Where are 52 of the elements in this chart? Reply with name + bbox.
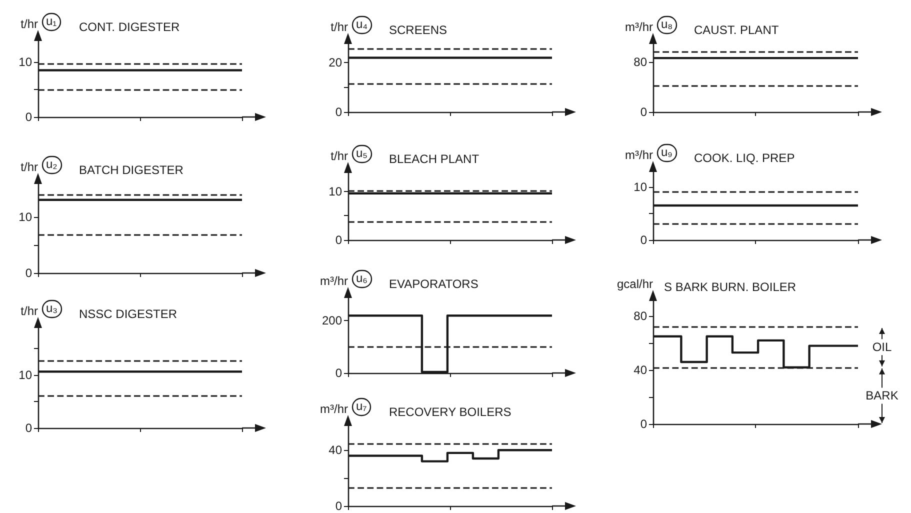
y-tick-label: 0 [640,105,648,119]
chart-title: EVAPORATORS [389,277,478,291]
chart-subtitle: u₇ [356,399,367,413]
text: BARK [866,388,898,403]
y-tick-label: 10 [634,180,648,194]
y-tick-label: 40 [634,363,648,378]
y-tick-label: 0 [25,421,32,435]
y-tick-label: 0 [640,233,648,247]
chart-subtitle: u₄ [356,17,368,31]
y-tick-label: 20 [328,56,342,70]
chart-subtitle: u₃ [46,301,58,315]
y-tick-label: 80 [634,54,648,69]
chart-subtitle: u₂ [46,157,58,171]
chart-subtitle: u₅ [356,146,368,160]
y-tick-label: 80 [634,309,648,324]
y-axis-title: t/hr [330,20,348,34]
chart-title: CONT. DIGESTER [79,20,180,34]
y-axis-title: m³/hr [625,148,653,162]
y-tick-label: 10 [18,210,32,224]
y-tick-label: 10 [18,55,32,69]
y-tick-label: 0 [335,105,342,119]
chart-subtitle: u₁ [46,14,57,28]
y-tick-label: 0 [335,233,342,247]
chart-subtitle: u₉ [661,145,673,159]
chart-title: SCREENS [389,23,448,37]
y-axis-title: gcal/hr [616,277,653,291]
y-tick-label: 10 [18,368,32,382]
y-axis-title: m³/hr [320,274,348,288]
y-axis-title: t/hr [20,160,38,174]
y-axis-title: t/hr [20,17,38,31]
chart-title: NSSC DIGESTER [79,307,178,321]
y-axis-title: t/hr [330,149,348,163]
text: OIL [872,340,892,354]
y-axis-title: m³/hr [320,402,348,416]
chart-subtitle: u₈ [661,17,673,31]
chart-title: S BARK BURN. BOILER [664,280,796,294]
y-tick-label: 10 [328,184,342,198]
chart-title: COOK. LIQ. PREP [694,151,795,165]
chart-subtitle: u₆ [356,271,368,285]
y-tick-label: 0 [335,366,342,380]
y-tick-label: 0 [25,110,32,124]
y-tick-label: 0 [640,417,648,431]
y-axis-title: m³/hr [625,20,653,34]
y-axis-title: t/hr [20,304,38,318]
chart-title: BATCH DIGESTER [79,163,184,177]
chart-title: BLEACH PLANT [389,152,480,166]
chart-title: CAUST. PLANT [694,23,780,37]
chart-title: RECOVERY BOILERS [389,405,512,419]
y-tick-label: 200 [322,314,342,328]
y-tick-label: 0 [25,266,32,280]
y-tick-label: 40 [328,443,342,458]
y-tick-label: 0 [335,499,342,513]
